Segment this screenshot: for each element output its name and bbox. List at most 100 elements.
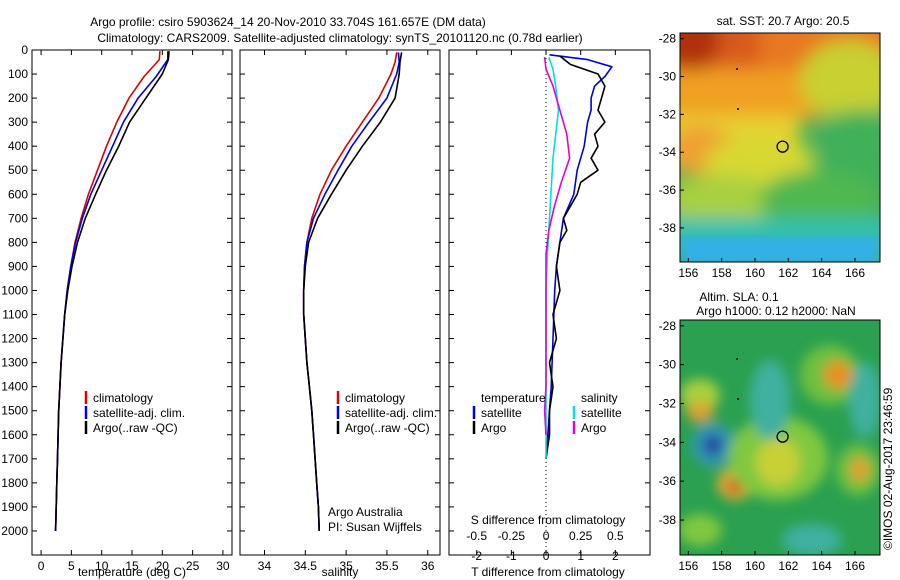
- x-tick-label: 158: [712, 559, 732, 573]
- x-tick-label: 0: [38, 559, 45, 573]
- sst-map-title: sat. SST: 20.7 Argo: 20.5: [717, 14, 850, 28]
- x-tick-label: 164: [812, 266, 832, 280]
- sla-map-panel: Altim. SLA: 0.1 Argo h1000: 0.12 h2000: …: [659, 290, 881, 573]
- y-tick-label: -28: [659, 319, 677, 333]
- temperature-panel: 0 5 10 15 20 25 300100200300400500600700800900…: [1, 43, 233, 579]
- legend-label-climatology: climatology: [345, 391, 405, 405]
- x-tick-label: 5: [68, 559, 75, 573]
- series-line-argo-raw-qc-: [302, 52, 403, 532]
- series-line-satellite-adj-clim-: [302, 52, 400, 532]
- series-line-satellite-adj-clim-: [54, 51, 169, 532]
- difference-ticks: -2 -1 0 1 2 -0.5 -0.25 0 0.25 0.5: [449, 49, 650, 563]
- legend-title-temperature: temperature: [481, 391, 546, 405]
- sla-map-image: [680, 320, 880, 555]
- annotation-pi: PI: Susan Wijffels: [328, 520, 422, 534]
- y-tick-label: -30: [659, 358, 677, 372]
- y-tick-label: 1200: [1, 332, 28, 346]
- legend-label-t-satellite: satellite: [481, 406, 522, 420]
- legend-label-satellite: satellite-adj. clim.: [93, 406, 185, 420]
- legend-label-climatology: climatology: [93, 391, 153, 405]
- y-tick-label: 600: [8, 187, 28, 201]
- sla-map-ticks: 156 158 160 162 164 166 -28 -30 -32 -34 -36 -38: [659, 319, 866, 573]
- argo-track-dot: [736, 358, 738, 360]
- header-line-1: Argo profile: csiro 5903624_14 20-Nov-20…: [90, 15, 486, 29]
- y-tick-label: -34: [659, 145, 677, 159]
- y-tick-label: 1000: [1, 283, 28, 297]
- salinity-lines: [302, 52, 403, 532]
- y-tick-label: 1800: [1, 476, 28, 490]
- s-tick-label: 0: [543, 529, 550, 543]
- x-tick-label: 162: [778, 559, 798, 573]
- sst-map-panel: sat. SST: 20.7 Argo: 20.5 156 158 160 162 16…: [659, 14, 881, 280]
- difference-xlabel-top: S difference from climatology: [471, 513, 626, 527]
- legend-label-argo: Argo(..raw -QC): [345, 421, 430, 435]
- x-tick-label: 160: [745, 559, 765, 573]
- temperature-legend: climatology satellite-adj. clim. Argo(..…: [84, 391, 185, 435]
- x-tick-label: 156: [678, 559, 698, 573]
- y-tick-label: 1100: [2, 308, 28, 322]
- y-tick-label: -38: [659, 513, 677, 527]
- x-tick-label: 15: [125, 559, 139, 573]
- series-line-climatology: [54, 51, 161, 532]
- series-line-salinity-argo: [543, 57, 571, 435]
- annotation-argo-australia: Argo Australia: [328, 505, 403, 519]
- y-tick-label: 800: [8, 235, 28, 249]
- legend-label-argo: Argo(..raw -QC): [93, 421, 178, 435]
- argo-track-dot: [737, 398, 739, 400]
- temperature-lines: [54, 51, 170, 532]
- y-tick-label: 1500: [1, 404, 28, 418]
- s-tick-label: 0.25: [569, 529, 593, 543]
- header-line-2: Climatology: CARS2009. Satellite-adjuste…: [97, 31, 582, 45]
- difference-plot-frame: [448, 49, 651, 556]
- y-tick-label: 0: [21, 43, 28, 57]
- salinity-panel: 34 34.5 35 35.5 36 salinity climatology sate…: [239, 49, 441, 579]
- argo-location-marker: [776, 430, 789, 443]
- series-line-argo-raw-qc-: [54, 51, 170, 532]
- x-tick-label: 158: [712, 266, 732, 280]
- temperature-ticks: 0 5 10 15 20 25 300100200300400500600700800900…: [1, 43, 232, 573]
- y-tick-label: -36: [659, 183, 677, 197]
- y-tick-label: 1700: [1, 452, 28, 466]
- difference-legend: temperature satellite Argo salinity sate…: [472, 391, 622, 435]
- x-tick-label: 162: [778, 266, 798, 280]
- difference-panel: -2 -1 0 1 2 -0.5 -0.25 0 0.25 0.5 S difference fr…: [448, 49, 651, 579]
- y-tick-label: -30: [659, 70, 677, 84]
- salinity-plot-frame: [239, 49, 441, 556]
- y-tick-label: 300: [8, 115, 28, 129]
- difference-xlabel: T difference from climatology: [471, 565, 625, 579]
- x-tick-label: 160: [745, 266, 765, 280]
- y-tick-label: 400: [8, 139, 28, 153]
- imos-timestamp: ©IMOS 02-Aug-2017 23:46:59: [881, 387, 895, 550]
- series-line-climatology: [302, 52, 398, 532]
- argo-track-dot: [736, 68, 738, 70]
- y-tick-label: 700: [8, 211, 28, 225]
- x-tick-label: 10: [95, 559, 109, 573]
- legend-label-t-argo: Argo: [481, 421, 507, 435]
- y-tick-label: 2000: [1, 524, 28, 538]
- sla-map-frame: [679, 319, 881, 556]
- x-tick-label: 164: [812, 559, 832, 573]
- series-line-temperature-argo: [545, 55, 606, 459]
- x-tick-label: 34: [258, 559, 272, 573]
- x-tick-label: 35: [339, 559, 353, 573]
- salinity-legend: climatology satellite-adj. clim. Argo(..…: [336, 391, 437, 435]
- sst-map-ticks: 156 158 160 162 164 166 -28 -30 -32 -34 -36 -38: [659, 32, 866, 280]
- x-tick-label: 25: [186, 559, 200, 573]
- y-tick-label: -32: [659, 397, 677, 411]
- x-tick-label: 0: [543, 549, 550, 563]
- x-tick-label: 166: [845, 266, 865, 280]
- y-tick-label: 1400: [1, 380, 28, 394]
- y-tick-label: 1600: [1, 428, 28, 442]
- argo-location-marker: [776, 140, 789, 153]
- x-tick-label: 30: [216, 559, 230, 573]
- x-tick-label: 20: [156, 559, 170, 573]
- s-tick-label: 0.5: [607, 529, 624, 543]
- x-tick-label: 166: [845, 559, 865, 573]
- x-tick-label: 156: [678, 266, 698, 280]
- temperature-plot-frame: [31, 49, 233, 556]
- y-tick-label: -32: [659, 107, 677, 121]
- x-tick-label: -1: [506, 549, 517, 563]
- series-line-salinity-satellite: [545, 56, 560, 459]
- x-tick-label: 36: [421, 559, 435, 573]
- x-tick-label: -2: [471, 549, 482, 563]
